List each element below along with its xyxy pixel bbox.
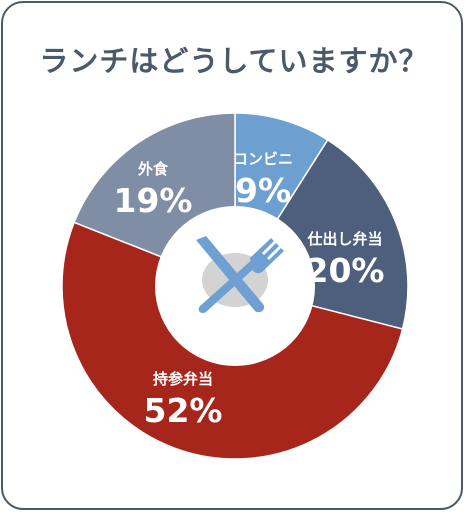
plate-fork-knife-icon: [196, 236, 284, 314]
slice-label-name: 仕出し弁当: [306, 230, 382, 248]
slice-label-name: 外食: [137, 160, 169, 178]
slice-label-value: 20%: [306, 251, 385, 290]
chart-title: ランチはどうしていますか？: [39, 44, 429, 78]
slice-label-value: 9%: [235, 171, 291, 210]
labels-group: コンビニ 9% 仕出し弁当 20% 持参弁当 52% 外食 19%: [114, 150, 385, 430]
slice-label-value: 19%: [114, 181, 193, 220]
slice-label-value: 52%: [144, 391, 223, 430]
slice-label-name: コンビニ: [233, 150, 293, 168]
slice-label-name: 持参弁当: [153, 370, 213, 388]
